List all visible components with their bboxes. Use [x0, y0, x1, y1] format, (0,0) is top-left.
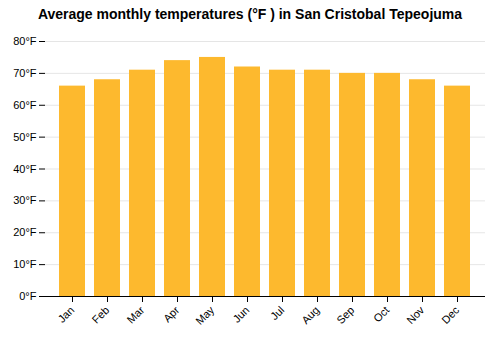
svg-text:Oct: Oct — [371, 304, 392, 325]
svg-text:40°F: 40°F — [13, 163, 37, 175]
svg-text:Apr: Apr — [161, 304, 182, 325]
svg-text:50°F: 50°F — [13, 131, 37, 143]
svg-text:60°F: 60°F — [13, 99, 37, 111]
svg-text:Dec: Dec — [439, 303, 462, 326]
svg-text:30°F: 30°F — [13, 194, 37, 206]
svg-text:Nov: Nov — [404, 303, 427, 326]
svg-text:70°F: 70°F — [13, 67, 37, 79]
svg-text:Jul: Jul — [268, 304, 286, 322]
svg-text:80°F: 80°F — [13, 35, 37, 47]
svg-text:Sep: Sep — [334, 304, 356, 326]
svg-text:May: May — [193, 303, 217, 327]
svg-text:0°F: 0°F — [19, 290, 37, 302]
svg-text:Jun: Jun — [230, 304, 251, 325]
svg-text:10°F: 10°F — [13, 258, 37, 270]
svg-text:Feb: Feb — [90, 304, 112, 326]
html-text:Average monthly temperatures (: Average monthly temperatures (°F ) in Sa… — [37, 6, 463, 22]
svg-text:Aug: Aug — [299, 304, 321, 326]
svg-text:Mar: Mar — [125, 304, 147, 326]
svg-text:20°F: 20°F — [13, 226, 37, 238]
svg-text:Jan: Jan — [55, 304, 76, 325]
